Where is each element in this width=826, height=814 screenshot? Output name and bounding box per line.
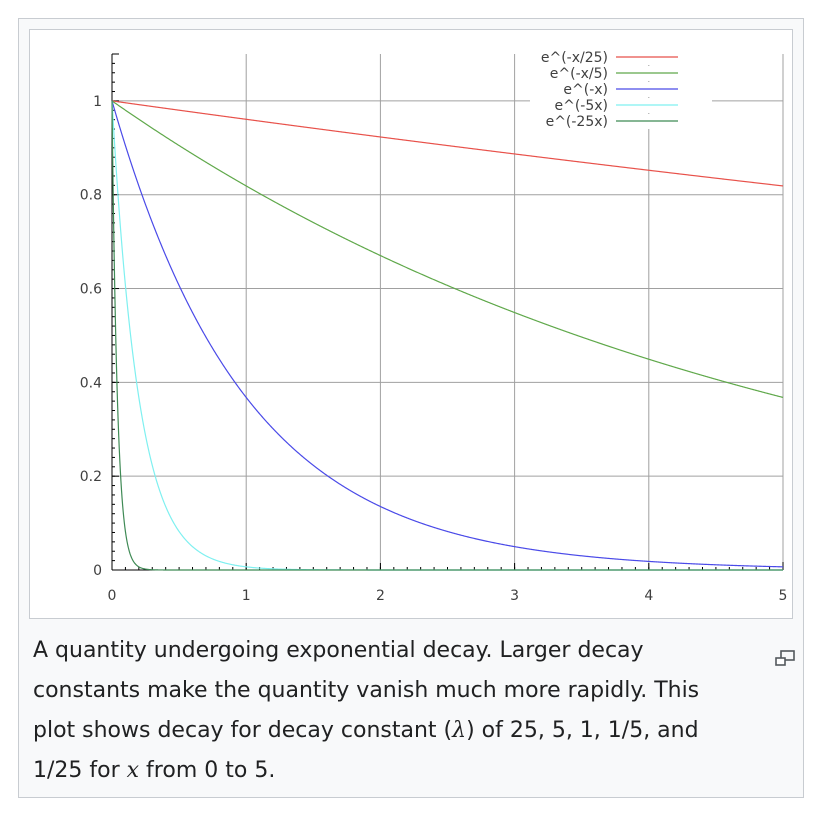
y-tick-label: 0.8 [80, 188, 102, 204]
enlarge-icon[interactable] [773, 649, 797, 669]
figure-caption: A quantity undergoing exponential decay.… [33, 631, 733, 791]
x-variable: x [126, 758, 140, 783]
lambda-symbol: λ [452, 718, 467, 743]
y-tick-label: 0.4 [80, 375, 102, 391]
caption-line-1: A quantity undergoing exponential decay.… [33, 638, 644, 663]
y-tick-label: 0 [93, 563, 102, 579]
y-tick-label: 0.2 [80, 469, 102, 485]
legend-label-3: e^(-x) [563, 82, 608, 98]
caption-text: 1/25 for [33, 758, 127, 783]
series-line-1 [111, 100, 784, 187]
caption-line-3: plot shows decay for decay constant (λ) … [33, 711, 733, 751]
series-line-2 [111, 100, 784, 399]
caption-text: plot shows decay for decay constant ( [33, 718, 453, 743]
y-tick-label: 1 [93, 94, 102, 110]
plot-area: 0 0.2 0.4 0.6 0.8 1 0 1 2 3 4 5 e^(-x/25) e^(-x/5) e^(… [29, 29, 793, 619]
y-tick-label: 0.6 [80, 282, 102, 298]
x-tick-label: 2 [376, 588, 385, 604]
caption-line-4: 1/25 for x from 0 to 5. [33, 751, 733, 791]
legend-label-5: e^(-25x) [546, 114, 608, 130]
series-line-3 [111, 100, 784, 568]
x-tick-label: 0 [108, 588, 117, 604]
legend-label-4: e^(-5x) [554, 98, 608, 114]
x-tick-label: 3 [510, 588, 519, 604]
legend-label-1: e^(-x/25) [541, 50, 608, 66]
caption-text: ) of 25, 5, 1, 1/5, and [466, 718, 699, 743]
series-line-5 [111, 100, 783, 571]
series-line-4 [111, 100, 783, 571]
legend-label-2: e^(-x/5) [550, 66, 608, 82]
caption-text: from 0 to 5. [139, 758, 276, 783]
x-tick-label: 4 [644, 588, 653, 604]
figure-frame: 0 0.2 0.4 0.6 0.8 1 0 1 2 3 4 5 e^(-x/25) e^(-x/5) e^(… [18, 18, 804, 798]
x-tick-label: 5 [779, 588, 788, 604]
caption-line-2: constants make the quantity vanish much … [33, 678, 700, 703]
x-tick-label: 1 [242, 588, 251, 604]
decay-chart: 00.20.40.60.810 1 2 3 4 5e^(-x/25)e^(-x/5)e^(… [80, 50, 788, 604]
